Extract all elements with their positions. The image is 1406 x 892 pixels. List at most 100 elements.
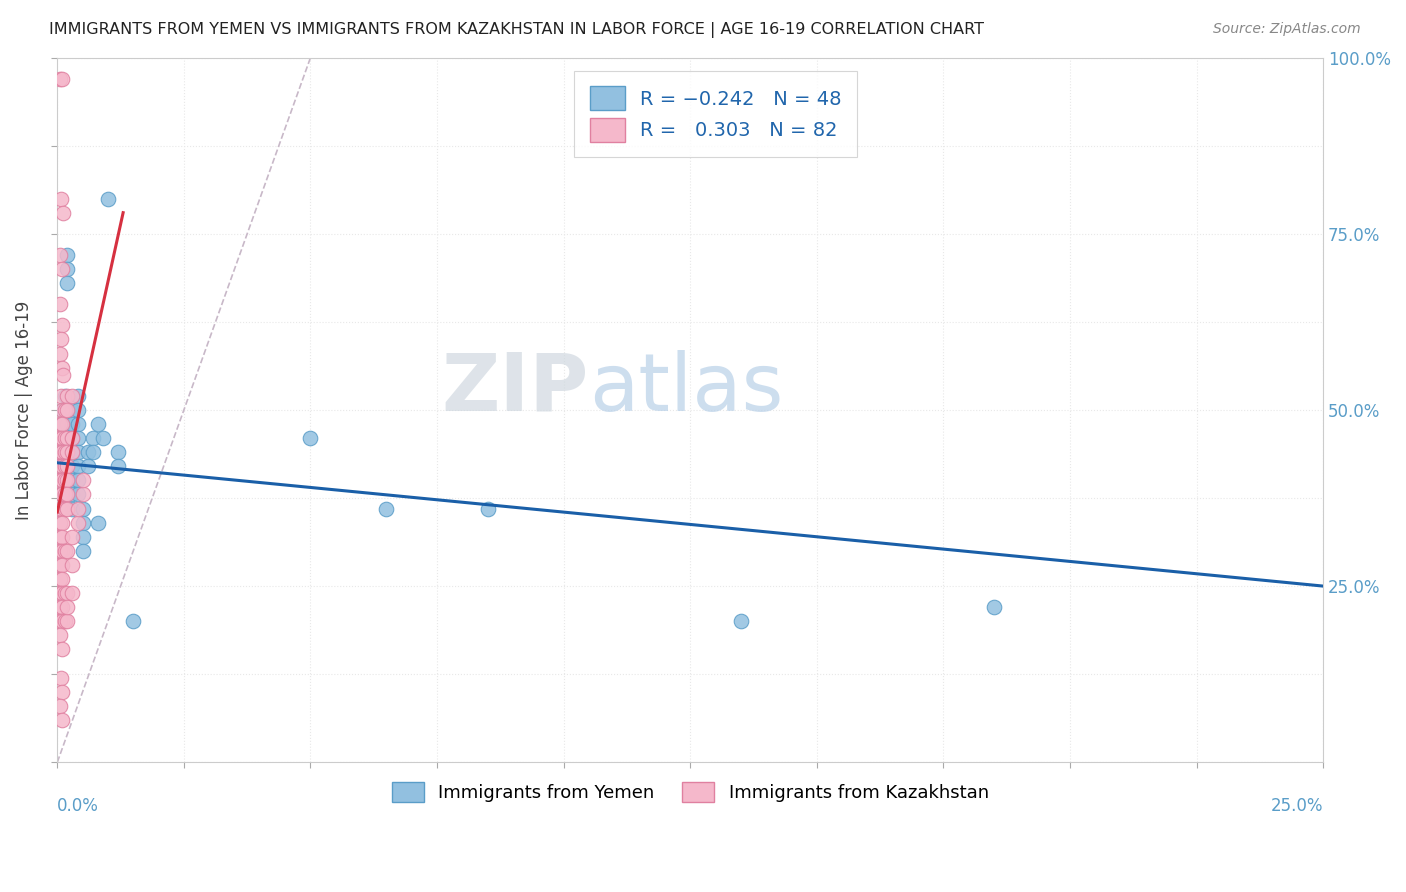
Point (53, 389, 76, 403)
Point (52, 403, 75, 417)
Text: Source: ZipAtlas.com: Source: ZipAtlas.com (1213, 22, 1361, 37)
Point (51, 318, 73, 333)
Point (56, 501, 79, 516)
Point (62, 417, 84, 431)
Point (53, 459, 76, 474)
Point (49, 516, 72, 530)
Point (49, 615, 72, 629)
Point (51, 671, 73, 685)
Point (62, 530, 84, 544)
Point (59, 424, 82, 438)
Legend: R = −0.242   N = 48, R =   0.303   N = 82: R = −0.242 N = 48, R = 0.303 N = 82 (574, 71, 858, 157)
Point (72, 544, 94, 558)
Point (56, 615, 79, 629)
Point (299, 431, 322, 445)
Point (51, 403, 73, 417)
Point (87, 417, 110, 431)
Point (51, 487, 73, 501)
Point (51, 558, 73, 572)
Point (51, 262, 73, 277)
Point (72, 474, 94, 488)
Point (66, 474, 89, 488)
Point (51, 431, 73, 445)
Point (49, 445, 72, 459)
Point (53, 487, 76, 501)
Point (51, 389, 73, 403)
Point (107, 459, 129, 474)
Point (53, 431, 76, 445)
Point (49, 558, 72, 572)
Point (51, 459, 73, 474)
Point (51, 530, 73, 544)
Text: atlas: atlas (589, 350, 783, 428)
Point (51, 192, 73, 206)
Point (62, 474, 84, 488)
Point (53, 615, 76, 629)
Point (66, 403, 89, 417)
Point (51, 417, 73, 431)
Point (51, 642, 73, 657)
Point (56, 403, 79, 417)
Point (56, 248, 79, 262)
Point (56, 262, 79, 277)
Point (49, 544, 72, 558)
Point (76, 445, 98, 459)
Point (983, 600, 1005, 615)
Point (51, 600, 73, 615)
Point (62, 487, 84, 501)
Point (49, 474, 72, 488)
Point (82, 431, 104, 445)
Point (72, 530, 94, 544)
Point (122, 615, 145, 629)
Point (62, 403, 84, 417)
Point (56, 474, 79, 488)
Point (53, 586, 76, 600)
Point (49, 297, 72, 311)
Point (56, 459, 79, 474)
Point (62, 558, 84, 572)
Point (66, 501, 89, 516)
Point (76, 459, 98, 474)
Point (53, 501, 76, 516)
Point (66, 389, 89, 403)
Point (62, 445, 84, 459)
Point (51, 516, 73, 530)
Point (49, 248, 72, 262)
Point (87, 516, 110, 530)
Point (56, 586, 79, 600)
Point (49, 459, 72, 474)
Point (51, 685, 73, 699)
Point (56, 544, 79, 558)
Point (52, 205, 75, 219)
Point (375, 501, 398, 516)
Point (62, 586, 84, 600)
Point (56, 417, 79, 431)
Point (97, 192, 120, 206)
Point (51, 445, 73, 459)
Point (56, 600, 79, 615)
Point (66, 431, 89, 445)
Point (56, 403, 79, 417)
Point (49, 572, 72, 586)
Point (66, 417, 89, 431)
Text: 0.0%: 0.0% (58, 797, 100, 815)
Point (51, 501, 73, 516)
Point (49, 501, 72, 516)
Point (62, 501, 84, 516)
Point (51, 445, 73, 459)
Point (72, 487, 94, 501)
Point (91, 431, 114, 445)
Point (49, 71, 72, 86)
Point (62, 431, 84, 445)
Point (107, 445, 129, 459)
Point (53, 474, 76, 488)
Point (51, 713, 73, 727)
Point (49, 628, 72, 642)
Point (56, 389, 79, 403)
Point (49, 600, 72, 615)
Point (49, 346, 72, 360)
Point (477, 501, 499, 516)
Point (49, 417, 72, 431)
Text: ZIP: ZIP (441, 350, 589, 428)
Point (51, 487, 73, 501)
